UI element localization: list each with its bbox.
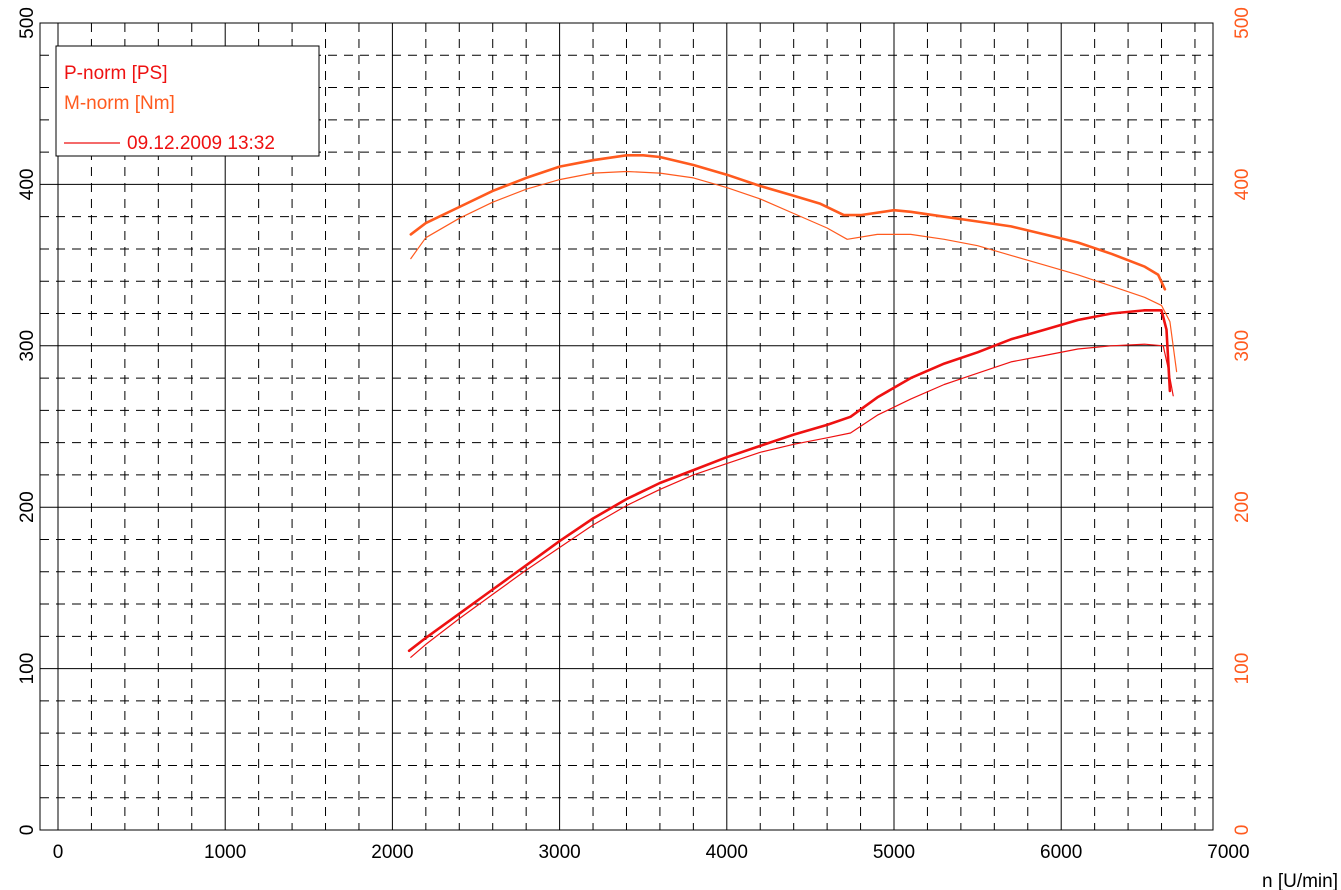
legend-entry-power: P-norm [PS] — [64, 63, 167, 84]
y-left-tick-label: 400 — [17, 169, 38, 201]
y-right-tick-label: 200 — [1232, 491, 1253, 523]
plot-frame — [39, 22, 1214, 831]
x-tick-label: 4000 — [706, 842, 748, 863]
y-right-tick-label: 300 — [1232, 330, 1253, 362]
x-tick-label: 3000 — [538, 842, 580, 863]
y-left-tick-label: 500 — [17, 7, 38, 39]
series-line-power-bold — [407, 308, 1172, 653]
y-left-tick-label: 300 — [17, 330, 38, 362]
legend-entry-torque: M-norm [Nm] — [64, 93, 175, 114]
legend-run-label: 09.12.2009 13:32 — [127, 133, 275, 154]
x-tick-label: 0 — [53, 842, 64, 863]
y-right-tick-label: 400 — [1232, 169, 1253, 201]
y-left-tick-label: 0 — [17, 825, 38, 836]
y-right-tick-label: 100 — [1232, 653, 1253, 685]
y-right-tick-label: 500 — [1232, 7, 1253, 39]
grid — [40, 23, 1213, 830]
y-left-tick-label: 200 — [17, 491, 38, 523]
series-group — [407, 154, 1178, 658]
y-right-tick-label: 0 — [1232, 825, 1253, 836]
legend-box — [55, 45, 320, 157]
y-left-tick-label: 100 — [17, 653, 38, 685]
tick-labels: 0 1000 2000 3000 4000 5000 6000 7000 0 0 100 100 200… — [17, 7, 1253, 863]
series-line-torque-thin — [410, 170, 1178, 373]
x-tick-label: 6000 — [1040, 842, 1082, 863]
series-line-torque-bold — [409, 154, 1167, 291]
x-axis-label: n [U/min] — [1262, 871, 1338, 890]
x-tick-label: 7000 — [1207, 842, 1249, 863]
series-line-power-thin — [410, 343, 1174, 658]
x-tick-label: 1000 — [204, 842, 246, 863]
x-tick-label: 5000 — [873, 842, 915, 863]
x-tick-label: 2000 — [371, 842, 413, 863]
legend: P-norm [PS] M-norm [Nm] 09.12.2009 13:32 — [55, 45, 320, 157]
